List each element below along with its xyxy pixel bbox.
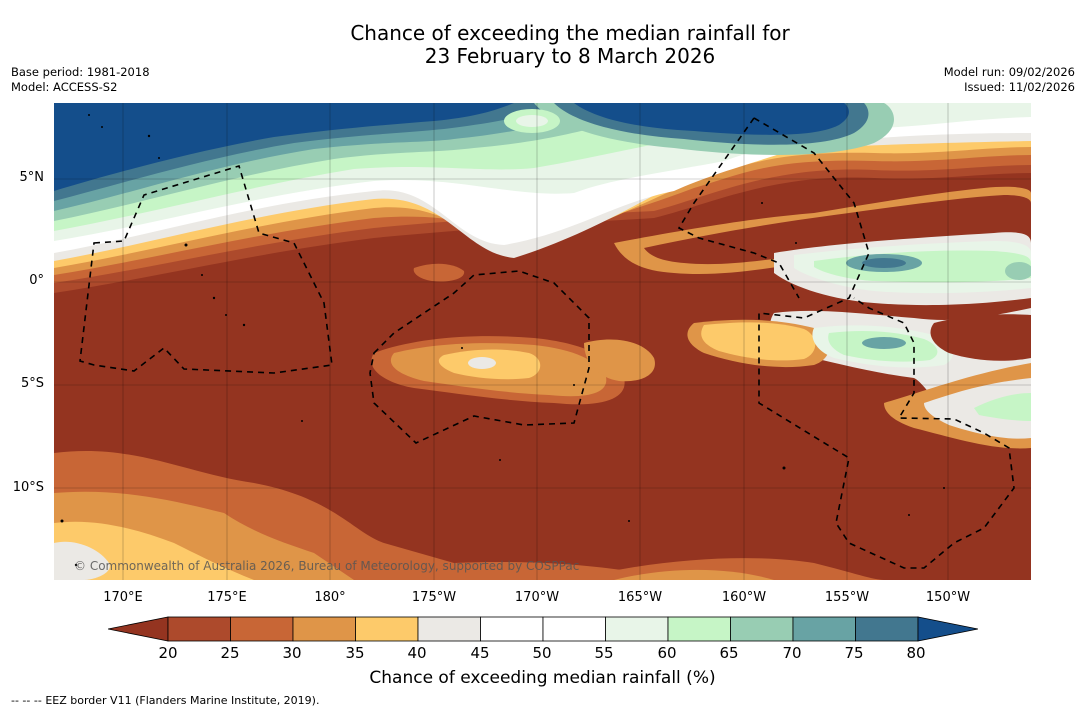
eez-legend-text: EEZ border V11 (Flanders Marine Institut… [45,694,320,707]
colorbar-under-arrow [108,616,169,642]
colorbar-over-arrow [917,616,978,642]
field-nc-green-45 [516,115,548,127]
colorbar-segment [605,616,669,642]
x-tick-175w: 175°W [411,590,457,605]
field-central-20 [644,195,1031,265]
x-tick-165w: 165°W [617,590,663,605]
rainfall-probability-map: © Commonwealth of Australia 2026, Bureau… [54,103,1031,580]
map-fields [54,103,1031,580]
x-tick-170e: 170°E [103,590,143,605]
field-se-75 [862,337,906,349]
field-east-80 [862,258,906,268]
eez-northern-line [677,117,800,299]
field-sc-50 [468,357,496,369]
colorbar-segments [167,616,919,642]
x-tick-150w: 150°W [925,590,971,605]
x-tick-175e: 175°E [207,590,247,605]
copyright-text: © Commonwealth of Australia 2026, Bureau… [74,559,579,573]
colorbar-label-30: 30 [282,644,302,662]
field-far-se-65 [974,393,1031,421]
colorbar-label-40: 40 [407,644,427,662]
colorbar-segment [480,616,544,642]
colorbar-segment [792,616,856,642]
colorbar-segment [542,616,606,642]
colorbar-title: Chance of exceeding median rainfall (%) [369,668,716,688]
x-tick-160w: 160°W [721,590,767,605]
islands [60,114,945,567]
colorbar-segment [855,616,919,642]
colorbar-segment [355,616,419,642]
colorbar-label-60: 60 [657,644,677,662]
colorbar-label-70: 70 [782,644,802,662]
field-bottom-35 [614,569,774,580]
eez-kiribati-phoenix [369,270,590,444]
graticule [54,103,1031,580]
colorbar-segment [667,616,731,642]
colorbar-label-55: 55 [594,644,614,662]
colorbar-segment [167,616,231,642]
colorbar-segment [730,616,794,642]
eez-legend: -- -- -- EEZ border V11 (Flanders Marine… [11,694,319,707]
model-text: Model: ACCESS-S2 [11,80,118,94]
field-north-gt80 [54,103,514,191]
issued-text: Issued: 11/02/2026 [964,80,1075,94]
y-tick-10s: 10°S [12,480,44,495]
meta-right: Model run: 09/02/2026 Issued: 11/02/2026 [944,65,1075,95]
x-tick-180: 180° [314,590,346,605]
title-line-1: Chance of exceeding the median rainfall … [350,21,790,45]
colorbar-label-25: 25 [220,644,240,662]
eez-kiribati-line [753,117,1015,569]
field-east-green [1005,262,1031,280]
field-sw-45 [54,541,110,580]
colorbar-segment [292,616,356,642]
colorbar-label-20: 20 [158,644,178,662]
colorbar-label-65: 65 [719,644,739,662]
eez-kiribati-gilberts [79,164,333,374]
y-tick-5s: 5°S [20,376,44,391]
meta-left: Base period: 1981-2018 Model: ACCESS-S2 [11,65,150,95]
y-tick-0: 0° [29,273,44,288]
colorbar-segment [230,616,294,642]
x-tick-170w: 170°W [514,590,560,605]
colorbar-segment [417,616,481,642]
field-sc-right-35 [584,339,655,382]
field-east-edge-20 [930,314,1031,361]
colorbar-label-75: 75 [844,644,864,662]
colorbar-label-45: 45 [470,644,490,662]
field-nc-gt80 [574,103,849,135]
eez-borders [79,117,1015,569]
title-line-2: 23 February to 8 March 2026 [424,44,716,68]
field-small-orange [413,263,465,282]
colorbar-label-35: 35 [345,644,365,662]
colorbar-label-80: 80 [906,644,926,662]
x-tick-155w: 155°W [824,590,870,605]
chart-title: Chance of exceeding the median rainfall … [0,22,1085,68]
y-tick-5n: 5°N [19,170,45,185]
colorbar [108,616,978,642]
base-period-text: Base period: 1981-2018 [11,65,150,79]
colorbar-label-50: 50 [532,644,552,662]
model-run-text: Model run: 09/02/2026 [943,65,1075,79]
eez-legend-symbol: -- -- -- [11,694,42,707]
